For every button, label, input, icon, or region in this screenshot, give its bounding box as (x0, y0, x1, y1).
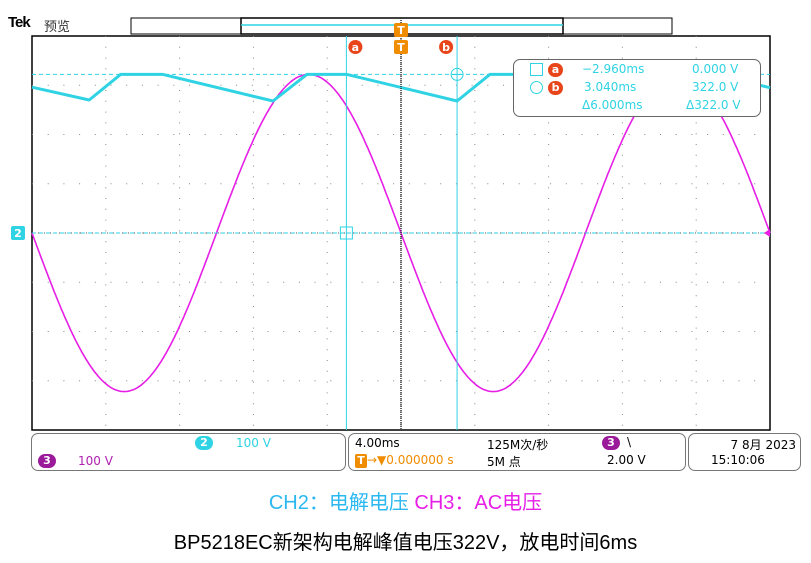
cursor-b-time: 3.040ms (584, 80, 637, 94)
ch2-caption: CH2：电解电压 (268, 492, 409, 514)
cursor-a-marker-label: a (352, 41, 359, 54)
figure-caption: BP5218EC新架构电解峰值电压322V，放电时间6ms (173, 532, 638, 554)
cursor-delta-time: Δ6.000ms (582, 98, 643, 112)
trigger-icon: T (355, 454, 367, 468)
trigger-position: 0.000000 s (386, 453, 454, 467)
cursor-b-value: 322.0 V (692, 80, 739, 94)
cursor-b-marker-icon[interactable] (439, 40, 454, 54)
time: 15:10:06 (711, 453, 765, 467)
ch3-badge: 3 (38, 454, 56, 468)
ch3-scale: 100 V (78, 454, 113, 468)
cursor-b-marker-label: b (442, 41, 450, 54)
date: 7 8月 2023 (730, 438, 796, 452)
cursor-a-marker-icon[interactable] (348, 40, 363, 54)
overview-trigger-marker-label: T (397, 24, 405, 37)
sample-rate: 125M次/秒 (487, 438, 549, 452)
datetime-panel[interactable]: 7 8月 2023 15:10:06 (688, 433, 801, 471)
channel-caption: CH2：电解电压 CH3：AC电压 (0, 486, 811, 515)
ch2-badge: 2 (195, 436, 213, 450)
trigger-channel-badge: 3 (602, 436, 620, 450)
trigger-arrow-icon: →▼ (367, 453, 387, 467)
cursor-a-value: 0.000 V (692, 62, 739, 76)
record-length: 5M 点 (487, 455, 521, 469)
trigger-marker-icon[interactable] (394, 40, 408, 54)
vertical-settings-panel[interactable]: 2 100 V 3 100 V (31, 433, 346, 471)
horizontal-trigger-panel[interactable]: 4.00ms T →▼0.000000 s 125M次/秒 5M 点 3 \ 2.… (348, 433, 686, 471)
ch2-ground-marker-label: 2 (14, 227, 22, 240)
overview-trigger-marker-icon[interactable] (394, 23, 408, 37)
cursor-b-badge: b (548, 81, 563, 95)
cursor-delta-value: Δ322.0 V (686, 98, 741, 112)
cursor-a-time: −2.960ms (582, 62, 645, 76)
ch2-scale: 100 V (236, 436, 271, 450)
trigger-marker-label: T (397, 41, 405, 54)
mode-label: 预览 (44, 19, 71, 34)
square-cursor-icon (530, 63, 543, 76)
brand-logo: Tek (8, 14, 31, 31)
timebase: 4.00ms (355, 436, 400, 450)
trigger-level: 2.00 V (607, 453, 646, 467)
ch2-ground-marker-icon[interactable] (11, 226, 25, 240)
cursor-a-square-icon (339, 226, 353, 240)
cursor-readout: a −2.960ms 0.000 V b 3.040ms 322.0 V Δ6.… (513, 59, 761, 117)
trigger-level-arrow-icon (764, 229, 770, 237)
ch3-caption: CH3：AC电压 (414, 492, 543, 514)
circle-cursor-icon (530, 81, 543, 94)
cursor-a-badge: a (548, 63, 563, 77)
trigger-position-row: T →▼0.000000 s (355, 453, 454, 468)
trigger-slope-icon: \ (627, 435, 632, 449)
